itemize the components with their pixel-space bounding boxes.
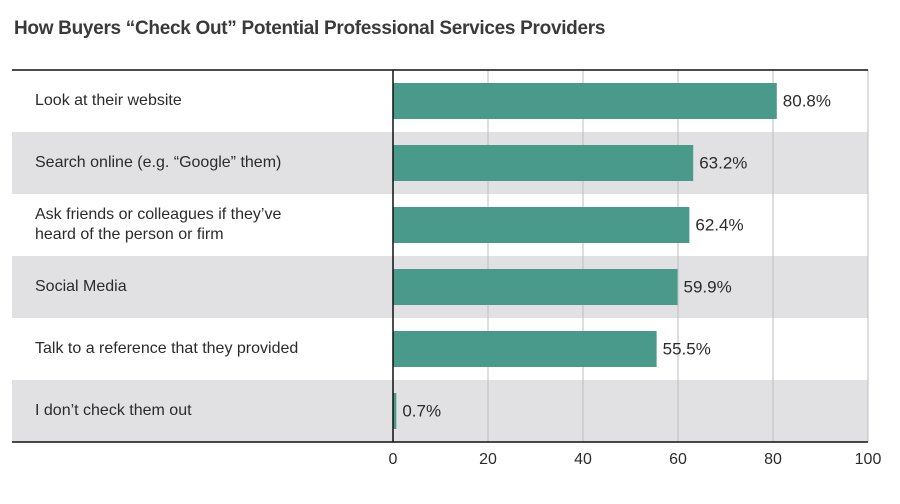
value-label: 63.2% bbox=[699, 153, 747, 172]
x-tick-label: 100 bbox=[855, 451, 882, 468]
category-label-line: Talk to a reference that they provided bbox=[35, 340, 298, 357]
category-label-line: Look at their website bbox=[35, 92, 182, 109]
category-label: Social Media bbox=[35, 278, 127, 295]
category-label: Talk to a reference that they provided bbox=[35, 340, 298, 357]
x-tick-label: 20 bbox=[479, 451, 497, 468]
category-label: Search online (e.g. “Google” them) bbox=[35, 154, 281, 171]
category-label: Ask friends or colleagues if they’ve hear… bbox=[35, 206, 281, 243]
chart-title: How Buyers “Check Out” Potential Profess… bbox=[14, 18, 606, 39]
bar bbox=[393, 269, 678, 305]
value-label: 0.7% bbox=[402, 401, 441, 420]
category-label-line: Search online (e.g. “Google” them) bbox=[35, 154, 281, 171]
value-label: 55.5% bbox=[663, 339, 711, 358]
row-band bbox=[12, 380, 868, 442]
bar bbox=[393, 83, 777, 119]
bar bbox=[393, 145, 694, 181]
category-label-line: Ask friends or colleagues if they’ve bbox=[35, 206, 281, 223]
value-label: 80.8% bbox=[783, 91, 831, 110]
category-label-line: heard of the person or firm bbox=[35, 226, 224, 243]
category-label: Look at their website bbox=[35, 92, 182, 109]
bar bbox=[393, 207, 690, 243]
x-tick-label: 0 bbox=[389, 451, 398, 468]
bar bbox=[393, 331, 657, 367]
x-tick-label: 60 bbox=[669, 451, 687, 468]
value-label: 62.4% bbox=[695, 215, 743, 234]
bar bbox=[393, 393, 397, 429]
value-label: 59.9% bbox=[684, 277, 732, 296]
category-label-line: I don’t check them out bbox=[35, 402, 192, 419]
x-tick-label: 40 bbox=[574, 451, 592, 468]
category-label: I don’t check them out bbox=[35, 402, 192, 419]
x-tick-label: 80 bbox=[764, 451, 782, 468]
category-label-line: Social Media bbox=[35, 278, 127, 295]
